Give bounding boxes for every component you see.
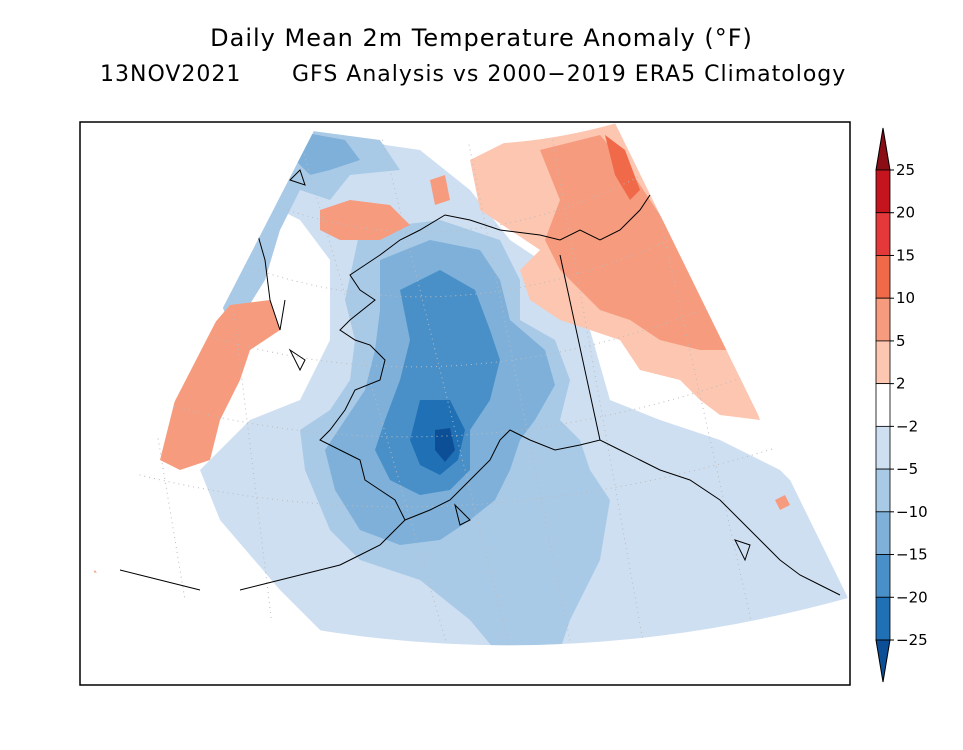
colorbar-swatch (875, 596, 891, 641)
colorbar-swatch (875, 554, 891, 598)
colorbar-swatch (875, 255, 891, 299)
wedge-top-edge (317, 122, 616, 145)
colorbar-swatch (875, 212, 891, 256)
colorbar-label: 10 (896, 289, 915, 307)
region-darkest-blue (435, 428, 455, 462)
region-warm-north (320, 175, 450, 240)
map-wedge (88, 123, 848, 646)
map-subtitle: 13NOV2021 GFS Analysis vs 2000−2019 ERA5… (100, 62, 845, 137)
region-warm-small (775, 495, 790, 510)
colorbar-swatch (875, 425, 891, 470)
map-title: Daily Mean 2m Temperature Anomaly (°F) (210, 24, 753, 52)
colorbar-label: −10 (896, 503, 928, 521)
colorbar-label: −25 (896, 631, 928, 649)
colorbar-label: 2 (896, 375, 906, 393)
colorbar-label: 5 (896, 332, 906, 350)
colorbar-swatch (875, 169, 891, 214)
colorbar-label: −5 (896, 460, 918, 478)
colorbar-label: −2 (896, 417, 918, 435)
colorbar-label: 25 (896, 161, 915, 179)
region-warm-west (160, 300, 280, 470)
colorbar-top-arrow (875, 127, 891, 171)
colorbar-group: 25 20 15 10 5 2 −2 −5 −10 −15 −20 −25 (875, 127, 928, 683)
colorbar-label: −20 (896, 588, 928, 606)
region-core-blue (375, 270, 500, 495)
subtitle-description: GFS Analysis vs 2000−2019 ERA5 Climatolo… (292, 62, 847, 87)
colorbar-swatch (875, 340, 891, 385)
coastlines (119, 169, 841, 596)
colorbar-swatch (875, 383, 891, 427)
region-warm-strong (605, 135, 640, 200)
colorbar-label: −15 (896, 546, 928, 564)
colorbar-label: 20 (896, 204, 915, 222)
subtitle-date: 13NOV2021 (100, 62, 242, 87)
colorbar-swatch (875, 297, 891, 342)
colorbar-swatch (875, 511, 891, 555)
colorbar-label: 15 (896, 246, 915, 264)
colorbar-swatch (875, 468, 891, 513)
plot-frame (79, 121, 851, 686)
colorbar-bottom-arrow (875, 639, 891, 683)
region-warm-mid (540, 135, 730, 350)
